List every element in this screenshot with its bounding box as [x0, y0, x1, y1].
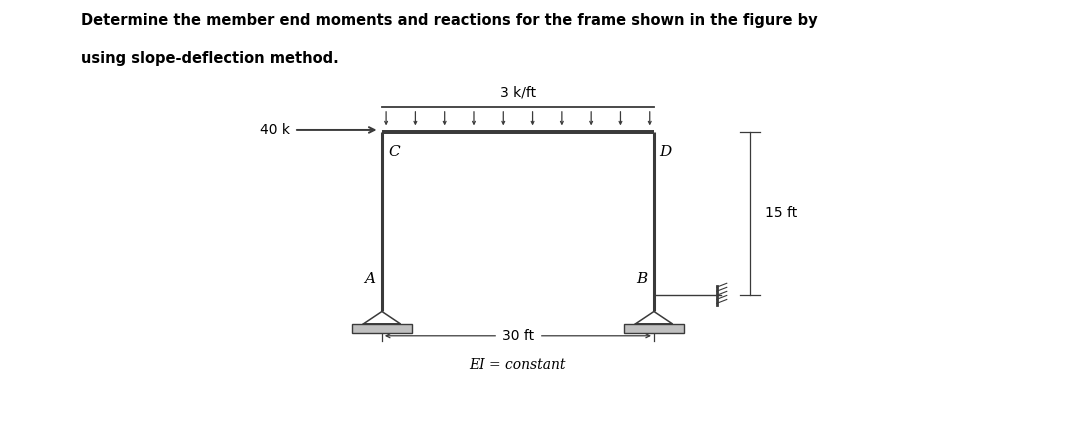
Text: B: B [636, 272, 647, 286]
Text: Determine the member end moments and reactions for the frame shown in the figure: Determine the member end moments and rea… [81, 13, 818, 28]
Text: 3 k/ft: 3 k/ft [500, 85, 536, 99]
Text: 30 ft: 30 ft [502, 329, 534, 343]
Text: 40 k: 40 k [260, 123, 289, 137]
Bar [624, 324, 684, 333]
Text: EI = constant: EI = constant [470, 359, 566, 373]
Text: D: D [659, 144, 671, 159]
Text: A: A [364, 272, 375, 286]
Text: C: C [389, 144, 401, 159]
Text: using slope-deflection method.: using slope-deflection method. [81, 51, 339, 66]
Text: 15 ft: 15 ft [766, 206, 797, 221]
Bar [352, 324, 413, 333]
